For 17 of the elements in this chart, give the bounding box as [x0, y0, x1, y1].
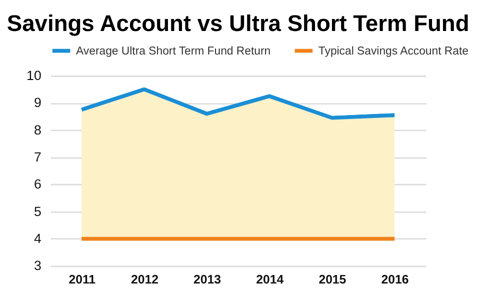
y-tick-label: 4: [34, 231, 42, 246]
x-tick-label: 2014: [256, 272, 284, 286]
x-tick-label: 2013: [194, 272, 222, 286]
x-tick-label: 2012: [130, 272, 159, 286]
y-tick-label: 5: [34, 204, 42, 219]
x-tick-label: 2015: [318, 272, 346, 286]
x-tick-label: 2016: [381, 272, 409, 286]
y-tick-label: 3: [34, 258, 42, 274]
chart-title: Savings Account vs Ultra Short Term Fund: [6, 10, 470, 36]
y-tick-label: 9: [34, 95, 42, 110]
y-tick-label: 7: [34, 150, 42, 165]
legend-label: Average Ultra Short Term Fund Return: [76, 46, 271, 58]
x-tick-label: 2011: [68, 272, 96, 286]
y-tick-label: 8: [34, 122, 42, 138]
y-tick-label: 6: [34, 176, 42, 192]
y-tick-label: 10: [26, 68, 42, 84]
legend-label: Typical Savings Account Rate: [318, 46, 468, 58]
